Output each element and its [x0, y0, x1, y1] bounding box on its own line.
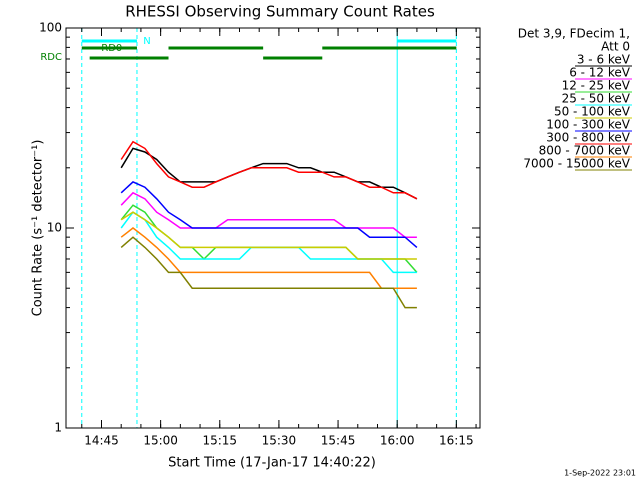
y-tick-label: 1: [54, 421, 62, 435]
legend-label: 50 - 100 keV: [554, 105, 631, 119]
legend-label: 300 - 800 keV: [546, 131, 630, 145]
legend-label: 25 - 50 keV: [562, 92, 631, 106]
legend-title: Det 3,9, FDecim 1,: [518, 27, 630, 41]
legend-label: 12 - 25 keV: [562, 79, 631, 93]
x-tick-label: 16:00: [380, 434, 415, 448]
legend-label: 6 - 12 keV: [569, 66, 631, 80]
x-tick-label: 14:45: [84, 434, 119, 448]
x-tick-label: 15:45: [321, 434, 356, 448]
y-axis-label: Count Rate (s⁻¹ detector⁻¹): [31, 140, 46, 317]
flag-label: RD0: [101, 43, 122, 54]
flag-label: N: [143, 36, 150, 47]
y-tick-label: 100: [39, 21, 62, 35]
flag-label: RDC: [40, 52, 62, 63]
legend-label: 7000 - 15000 keV: [523, 157, 630, 171]
x-tick-label: 16:15: [439, 434, 474, 448]
x-tick-label: 15:15: [202, 434, 237, 448]
x-axis-label: Start Time (17-Jan-17 14:40:22): [168, 456, 376, 471]
legend-label: 3 - 6 keV: [577, 53, 631, 67]
series-line: [120, 191, 417, 238]
series-line: [120, 227, 417, 289]
legend-label: 100 - 300 keV: [546, 118, 630, 132]
series-line: [120, 140, 418, 200]
chart-title: RHESSI Observing Summary Count Rates: [125, 3, 435, 21]
series-line: [120, 147, 418, 200]
legend-title: Att 0: [601, 40, 630, 54]
series-line: [120, 211, 417, 260]
x-tick-label: 15:30: [262, 434, 297, 448]
footer: 1-Sep-2022 23:01: [564, 469, 636, 478]
x-tick-label: 15:00: [143, 434, 178, 448]
series-line: [120, 236, 417, 309]
series-line: [120, 181, 418, 248]
legend-label: 800 - 7000 keV: [539, 144, 631, 158]
y-tick-label: 10: [47, 221, 62, 235]
